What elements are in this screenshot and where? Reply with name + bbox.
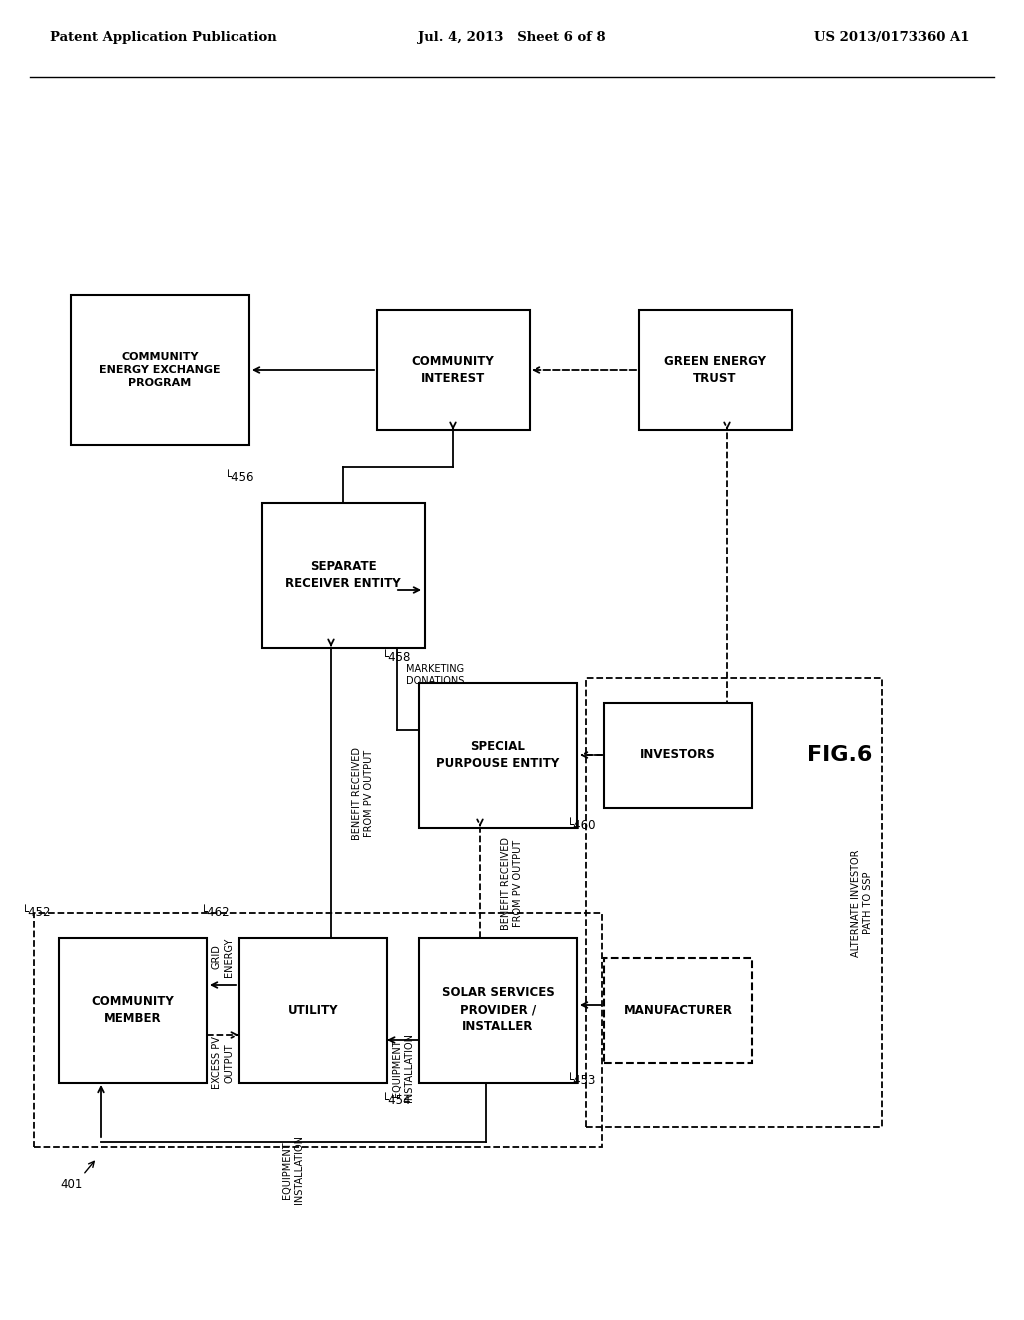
Text: US 2013/0173360 A1: US 2013/0173360 A1 [814,30,970,44]
Bar [604,957,752,1063]
Text: COMMUNITY
MEMBER: COMMUNITY MEMBER [91,995,174,1026]
Bar [586,678,882,1127]
Text: BENEFIT RECEIVED
FROM PV OUTPUT: BENEFIT RECEIVED FROM PV OUTPUT [501,837,523,929]
Text: GRID
ENERGY: GRID ENERGY [212,937,234,977]
Text: MANUFACTURER: MANUFACTURER [624,1003,732,1016]
Text: UTILITY: UTILITY [288,1003,338,1016]
Text: └458: └458 [382,651,411,664]
Bar [71,294,249,445]
Text: EXCESS PV
OUTPUT: EXCESS PV OUTPUT [212,1036,234,1089]
Text: EQUIPMENT
INSTALLATION: EQUIPMENT INSTALLATION [282,1135,304,1204]
Text: SEPARATE
RECEIVER ENTITY: SEPARATE RECEIVER ENTITY [286,560,400,590]
Text: FIG.6: FIG.6 [807,744,872,766]
Text: ALTERNATE INVESTOR
PATH TO SSP: ALTERNATE INVESTOR PATH TO SSP [851,849,873,957]
Text: └454: └454 [382,1094,411,1107]
Text: INVESTORS: INVESTORS [640,748,716,762]
Bar [419,937,577,1082]
Bar [59,937,207,1082]
Text: COMMUNITY
INTEREST: COMMUNITY INTEREST [412,355,495,385]
Text: └460: └460 [566,818,596,832]
Bar [239,937,387,1082]
Text: COMMUNITY
ENERGY EXCHANGE
PROGRAM: COMMUNITY ENERGY EXCHANGE PROGRAM [99,352,221,388]
Text: Patent Application Publication: Patent Application Publication [50,30,276,44]
Bar [377,310,529,430]
Text: Jul. 4, 2013   Sheet 6 of 8: Jul. 4, 2013 Sheet 6 of 8 [418,30,606,44]
Bar [419,682,577,828]
Bar [34,913,602,1147]
Text: └456: └456 [224,471,254,484]
Bar [604,702,752,808]
Text: └462: └462 [202,906,231,919]
Bar [639,310,792,430]
Text: └452: └452 [22,906,51,919]
Text: EQUIPMENT
INSTALLATION: EQUIPMENT INSTALLATION [392,1034,414,1102]
Text: └453: └453 [566,1074,596,1086]
Text: MARKETING
DONATIONS: MARKETING DONATIONS [406,664,464,686]
Text: 401: 401 [60,1179,83,1192]
Text: BENEFIT RECEIVED
FROM PV OUTPUT: BENEFIT RECEIVED FROM PV OUTPUT [352,747,374,840]
Text: SOLAR SERVICES
PROVIDER /
INSTALLER: SOLAR SERVICES PROVIDER / INSTALLER [441,986,554,1034]
Text: GREEN ENERGY
TRUST: GREEN ENERGY TRUST [664,355,766,385]
Bar [261,503,425,648]
Text: SPECIAL
PURPOUSE ENTITY: SPECIAL PURPOUSE ENTITY [436,741,560,770]
